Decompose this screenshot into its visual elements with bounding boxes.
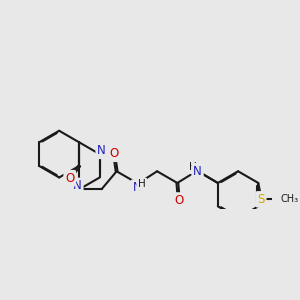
Text: N: N bbox=[133, 181, 141, 194]
Text: S: S bbox=[257, 193, 265, 206]
Text: N: N bbox=[193, 165, 202, 178]
Text: N: N bbox=[73, 179, 82, 192]
Text: O: O bbox=[174, 194, 183, 207]
Text: N: N bbox=[97, 144, 106, 157]
Text: H: H bbox=[138, 179, 146, 189]
Text: CH₃: CH₃ bbox=[280, 194, 298, 204]
Text: O: O bbox=[109, 147, 119, 160]
Text: O: O bbox=[65, 172, 74, 185]
Text: H: H bbox=[189, 162, 196, 172]
